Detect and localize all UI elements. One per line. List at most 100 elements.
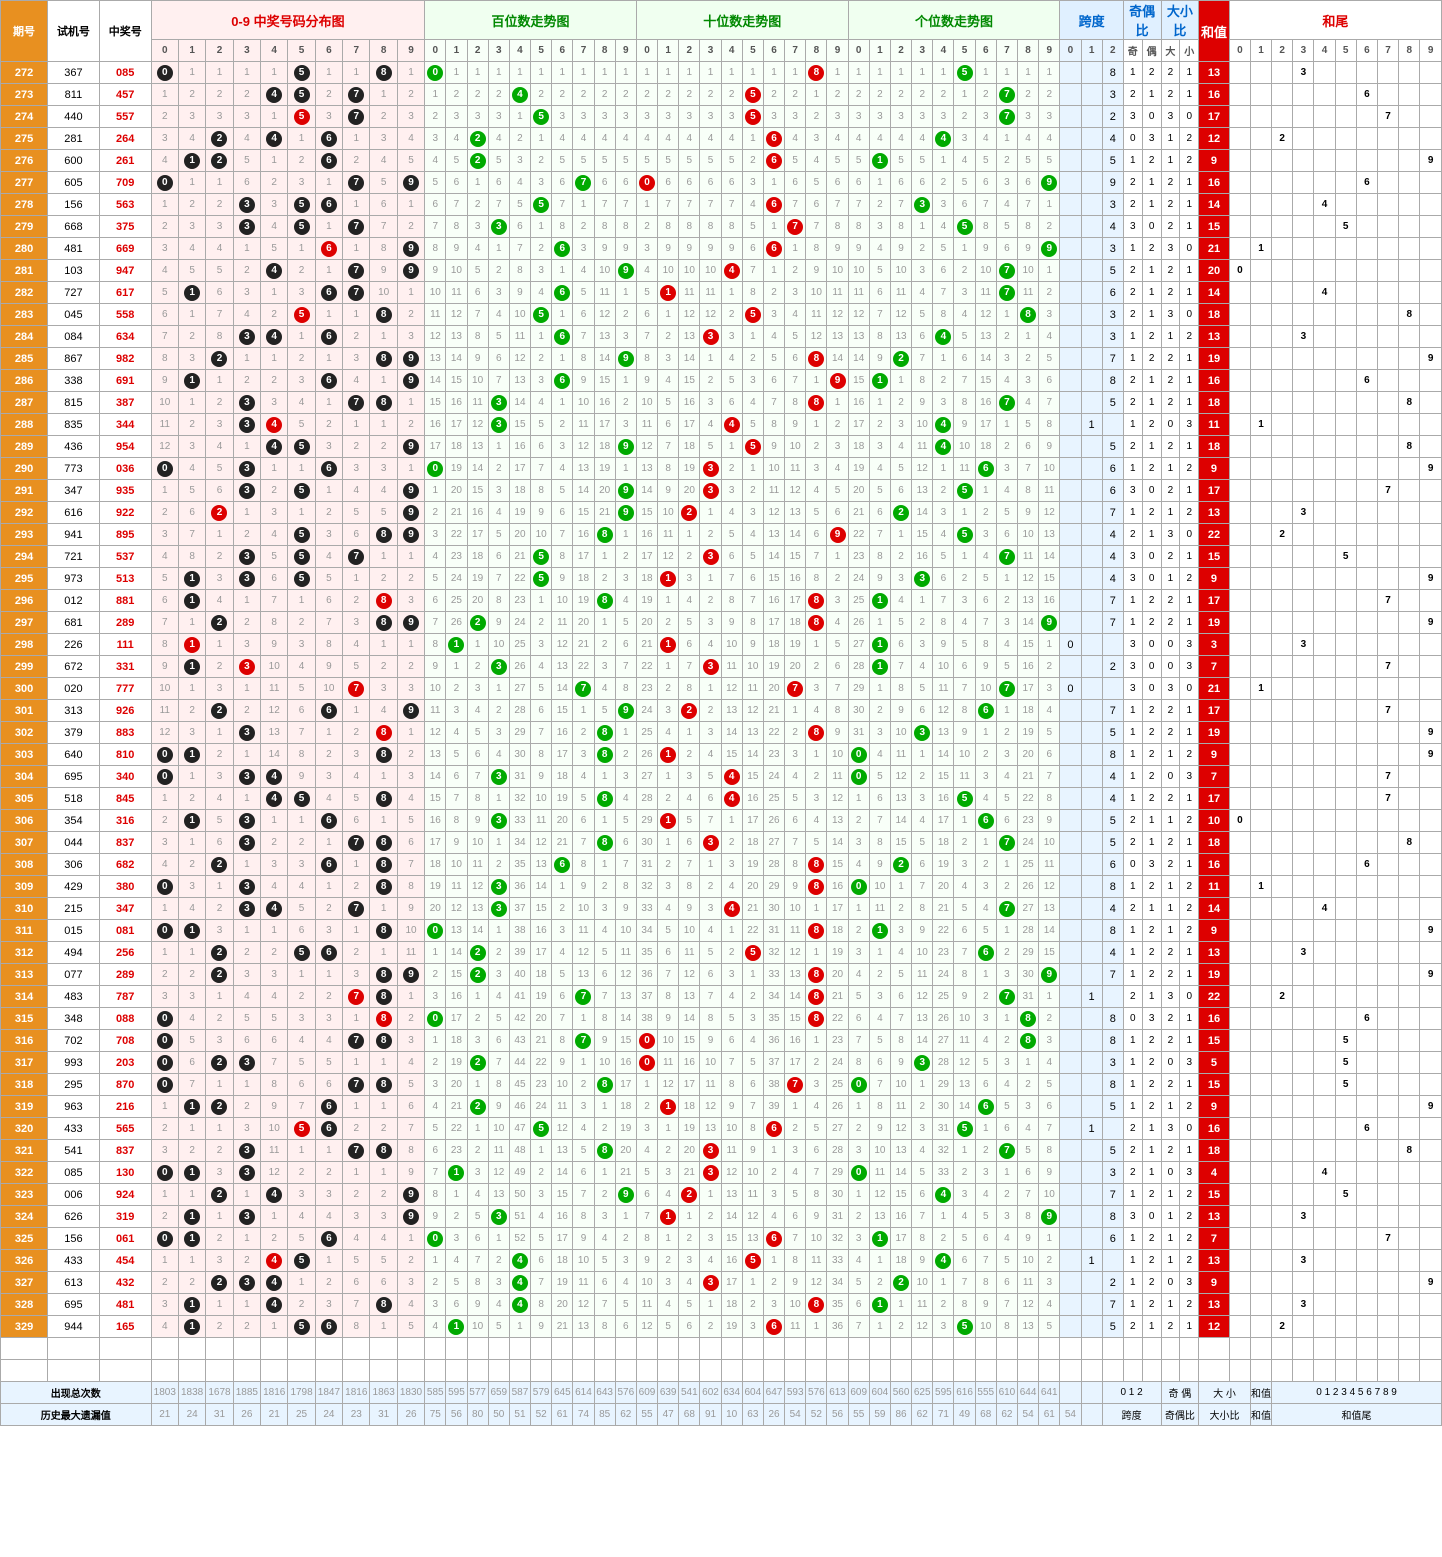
one-cell: 5 <box>890 964 911 986</box>
dist-cell: 2 <box>178 700 205 722</box>
hun-cell: 6 <box>509 216 530 238</box>
tail-cell <box>1420 1052 1442 1074</box>
ten-cell: 11 <box>700 1074 721 1096</box>
ten-cell: 17 <box>721 1272 742 1294</box>
ten-cell: 3 <box>700 832 721 854</box>
tail-cell <box>1314 634 1335 656</box>
dist-cell: 4 <box>370 1228 397 1250</box>
hun-cell: 5 <box>531 546 552 568</box>
one-cell: 11 <box>954 458 975 480</box>
tail-cell <box>1377 1030 1398 1052</box>
ten-cell: 31 <box>636 854 657 876</box>
one-cell: 1 <box>869 62 890 84</box>
tail-cell <box>1229 986 1250 1008</box>
tail-cell <box>1377 678 1398 700</box>
oe-even: 1 <box>1142 898 1161 920</box>
ten-cell: 12 <box>763 502 784 524</box>
span-cell <box>1060 260 1081 282</box>
blank <box>99 1338 151 1360</box>
hun-cell: 6 <box>594 172 615 194</box>
tail-cell <box>1420 436 1442 458</box>
tail-cell <box>1399 634 1420 656</box>
ten-cell: 1 <box>763 216 784 238</box>
footer-label: 出现总次数 <box>1 1382 152 1404</box>
one-cell: 2 <box>996 326 1017 348</box>
ten-cell: 10 <box>827 744 848 766</box>
tail-cell <box>1335 700 1356 722</box>
tail-cell <box>1229 942 1250 964</box>
span-cell <box>1060 656 1081 678</box>
footer-val: 593 <box>785 1382 806 1404</box>
ten-cell: 7 <box>806 1162 827 1184</box>
span-cell <box>1060 128 1081 150</box>
dist-cell: 6 <box>261 568 288 590</box>
ten-cell: 2 <box>700 700 721 722</box>
one-cell: 2 <box>996 876 1017 898</box>
ten-cell: 32 <box>636 876 657 898</box>
dist-cell: 1 <box>343 1008 370 1030</box>
hun-cell: 2 <box>573 722 594 744</box>
ten-cell: 5 <box>636 150 657 172</box>
tail-cell <box>1314 150 1335 172</box>
footer-val: 62 <box>996 1404 1017 1426</box>
one-cell: 5 <box>1018 414 1039 436</box>
one-cell: 8 <box>912 370 933 392</box>
bs-big: 1 <box>1161 1294 1180 1316</box>
blank <box>806 1338 827 1360</box>
win-cell: 216 <box>99 1096 151 1118</box>
ten-cell: 9 <box>721 612 742 634</box>
oe-even: 1 <box>1142 84 1161 106</box>
span-cell <box>1060 722 1081 744</box>
ten-cell: 8 <box>679 876 700 898</box>
tail-cell <box>1250 700 1271 722</box>
tail-cell <box>1335 1228 1356 1250</box>
oe-even: 1 <box>1142 986 1161 1008</box>
tail-cell <box>1335 656 1356 678</box>
dist-cell: 4 <box>343 370 370 392</box>
one-cell: 13 <box>890 326 911 348</box>
dist-cell: 3 <box>397 1272 424 1294</box>
span-cell <box>1060 150 1081 172</box>
hun-cell: 3 <box>488 810 509 832</box>
span-cell <box>1060 502 1081 524</box>
ten-cell: 3 <box>742 1008 763 1030</box>
hun-cell: 12 <box>573 942 594 964</box>
blank <box>531 1338 552 1360</box>
hun-cell: 15 <box>531 898 552 920</box>
table-row: 3220851300133122211971312492146121532131… <box>1 1162 1442 1184</box>
hun-cell: 1 <box>467 1118 488 1140</box>
hun-cell: 4 <box>531 1206 552 1228</box>
test-cell: 835 <box>48 414 100 436</box>
dist-cell: 1 <box>343 304 370 326</box>
one-cell: 5 <box>954 216 975 238</box>
tail-cell <box>1314 1074 1335 1096</box>
ten-cell: 19 <box>636 590 657 612</box>
dist-cell: 2 <box>151 502 178 524</box>
tail-cell: 1 <box>1250 238 1271 260</box>
span-cell <box>1102 986 1123 1008</box>
table-row: 2781565631223356161672755717717777467677… <box>1 194 1442 216</box>
one-cell: 5 <box>954 1118 975 1140</box>
span-cell <box>1060 1008 1081 1030</box>
issue-cell: 325 <box>1 1228 48 1250</box>
tail-cell: 8 <box>1399 304 1420 326</box>
ten-cell: 8 <box>785 1250 806 1272</box>
one-cell: 1 <box>933 1272 954 1294</box>
hdr-hun: 百位数走势图 <box>425 1 637 40</box>
hun-cell: 1 <box>509 106 530 128</box>
one-cell: 27 <box>848 634 869 656</box>
blank <box>573 1338 594 1360</box>
hun-cell: 46 <box>509 1096 530 1118</box>
span-cell <box>1081 524 1102 546</box>
sum-cell: 20 <box>1199 260 1230 282</box>
dist-cell: 1 <box>315 722 342 744</box>
tail-cell <box>1229 612 1250 634</box>
hun-cell: 2 <box>425 1272 446 1294</box>
issue-cell: 322 <box>1 1162 48 1184</box>
dist-cell: 1 <box>288 964 315 986</box>
tail-cell <box>1272 920 1293 942</box>
tail-cell <box>1356 810 1377 832</box>
ten-cell: 20 <box>679 480 700 502</box>
footer-val: 63 <box>742 1404 763 1426</box>
hun-cell: 3 <box>488 876 509 898</box>
